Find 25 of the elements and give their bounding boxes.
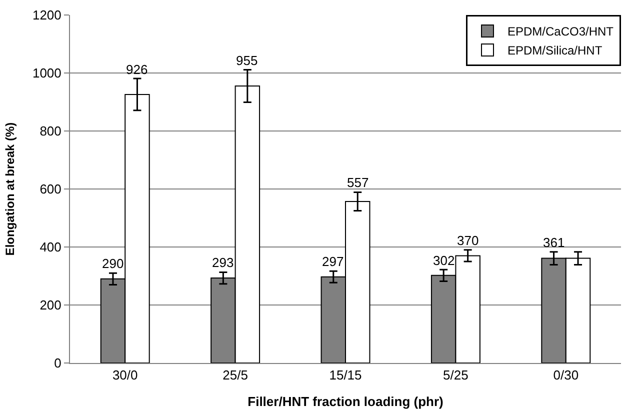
y-tick-label: 200 xyxy=(40,298,62,313)
x-tick-label: 30/0 xyxy=(112,368,138,383)
data-label: 361 xyxy=(543,235,565,250)
data-label: 290 xyxy=(102,256,124,271)
data-label: 926 xyxy=(126,62,148,77)
data-label: 955 xyxy=(236,53,258,68)
y-tick-label: 400 xyxy=(40,240,62,255)
x-tick-label: 25/5 xyxy=(222,368,248,383)
legend-label: EPDM/Silica/HNT xyxy=(508,44,603,58)
data-label: 557 xyxy=(347,175,369,190)
y-axis-title: Elongation at break (%) xyxy=(2,122,17,256)
x-axis-title: Filler/HNT fraction loading (phr) xyxy=(248,394,444,410)
data-label: 297 xyxy=(322,254,344,269)
y-tick-label: 0 xyxy=(54,356,62,371)
y-tick-label: 1000 xyxy=(32,66,62,81)
data-label: 293 xyxy=(212,255,234,270)
y-tick-label: 600 xyxy=(40,182,62,197)
x-tick-label: 5/25 xyxy=(443,368,468,383)
x-tick-label: 15/15 xyxy=(329,368,362,383)
data-label: 302 xyxy=(433,253,455,268)
x-tick-label: 0/30 xyxy=(553,368,579,383)
y-tick-label: 800 xyxy=(40,124,62,139)
legend-label: EPDM/CaCO3/HNT xyxy=(508,24,614,39)
y-tick-label: 1200 xyxy=(32,8,62,23)
data-label: 370 xyxy=(457,233,479,248)
